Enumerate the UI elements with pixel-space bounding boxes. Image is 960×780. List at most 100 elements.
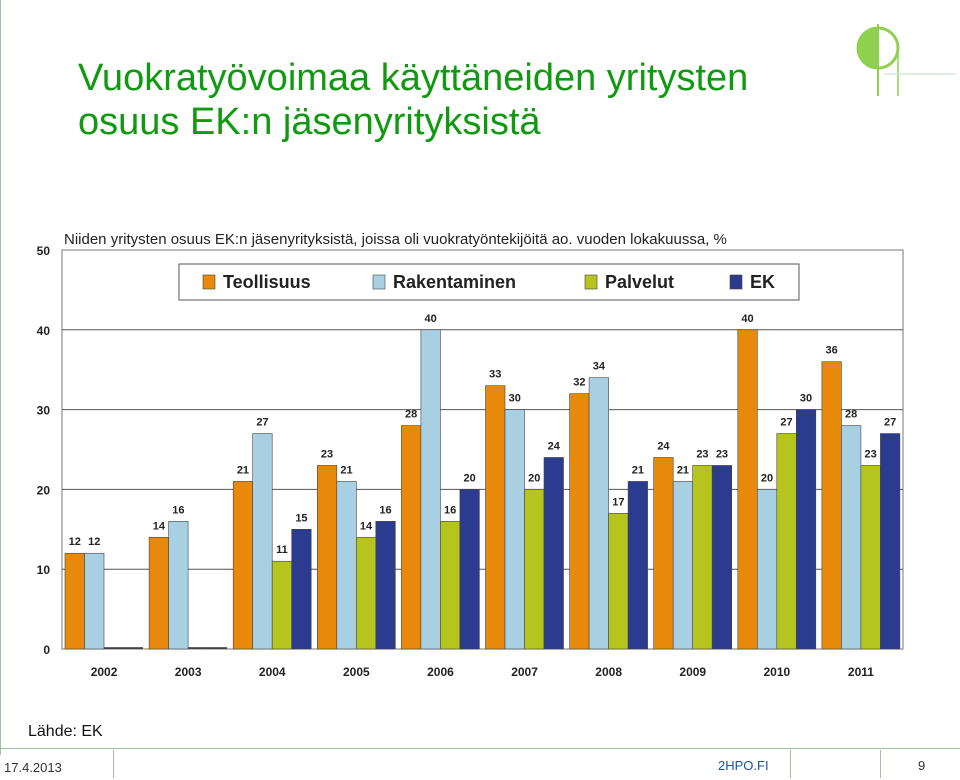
slide-title: Vuokratyövoimaa käyttäneiden yritysten o…: [78, 56, 858, 144]
x-tick-label: 2010: [763, 665, 790, 679]
data-label: 15: [295, 512, 307, 524]
footer-date: 17.4.2013: [4, 760, 62, 775]
page-number: 9: [918, 758, 926, 773]
y-tick-label: 0: [43, 643, 50, 657]
legend-label: Rakentaminen: [393, 272, 516, 292]
footer-separator: [880, 750, 881, 778]
bar-ek-2006: [459, 489, 480, 650]
data-label: 23: [865, 448, 877, 460]
bar-rakentaminen-2007: [504, 409, 525, 650]
bar-teollisuus-2005: [316, 465, 338, 650]
data-label: 27: [884, 417, 896, 429]
data-label: 40: [741, 313, 753, 325]
data-label: 12: [88, 536, 100, 548]
bar-ek-2004: [291, 528, 312, 650]
bar-rakentaminen-2003: [168, 521, 189, 650]
footer-separator: [790, 750, 791, 778]
bar-palvelut-2009: [692, 465, 713, 650]
bar-teollisuus-2002: [64, 552, 85, 650]
data-label: 23: [696, 448, 708, 460]
footer: 17.4.2013 2HPO.FI 9: [0, 748, 960, 780]
chart-title: Niiden yritysten osuus EK:n jäsenyrityks…: [64, 231, 727, 248]
y-tick-label: 10: [37, 563, 51, 577]
data-label: 21: [677, 464, 689, 476]
y-tick-label: 30: [37, 404, 51, 418]
legend-swatch: [729, 274, 743, 290]
x-tick-label: 2003: [175, 665, 202, 679]
bar-rakentaminen-2010: [756, 489, 778, 650]
legend-label: Teollisuus: [223, 272, 311, 292]
slide-title-line-1: Vuokratyövoimaa käyttäneiden yritysten: [78, 57, 749, 99]
bar-palvelut-2006: [440, 521, 461, 650]
bar-ek-2007: [543, 457, 564, 650]
data-label: 30: [509, 393, 521, 405]
data-label: 23: [716, 448, 728, 460]
data-label: 28: [845, 409, 857, 421]
footer-site-link[interactable]: 2HPO.FI: [718, 758, 769, 773]
legend-swatch: [202, 274, 216, 290]
data-label: 24: [548, 440, 561, 452]
bar-palvelut-2004: [271, 560, 293, 650]
legend-box: [178, 263, 800, 301]
bar-rakentaminen-2009: [672, 481, 694, 650]
data-label: 14: [360, 520, 373, 532]
x-tick-label: 2002: [91, 665, 118, 679]
bar-teollisuus-2009: [653, 457, 674, 650]
bar-ek-2009: [711, 465, 733, 650]
data-label: 16: [172, 504, 184, 516]
bar-rakentaminen-2008: [588, 377, 609, 650]
x-tick-label: 2011: [848, 665, 874, 679]
bar-palvelut-2005: [355, 536, 377, 650]
x-tick-label: 2004: [259, 665, 286, 679]
x-tick-label: 2005: [343, 665, 370, 679]
data-label: 20: [528, 472, 540, 484]
data-label: 32: [573, 377, 585, 389]
legend-swatch: [372, 274, 386, 290]
y-tick-label: 20: [37, 483, 51, 497]
data-label: 11: [276, 544, 288, 556]
bar-palvelut-2008: [608, 513, 629, 650]
bar-teollisuus-2011: [821, 361, 842, 650]
bar-ek-2011: [880, 433, 901, 650]
data-label: 16: [444, 504, 456, 516]
bar-rakentaminen-2005: [336, 481, 357, 650]
bar-teollisuus-2003: [148, 536, 169, 650]
bar-rakentaminen-2006: [420, 329, 441, 650]
footer-rule: [0, 748, 960, 749]
data-label: 20: [761, 472, 773, 484]
data-label: 20: [464, 472, 476, 484]
data-label: 24: [657, 440, 670, 452]
footer-separator: [113, 750, 114, 778]
data-label: 27: [256, 417, 268, 429]
x-tick-label: 2007: [511, 665, 538, 679]
legend-label: Palvelut: [605, 272, 674, 292]
data-label: 27: [780, 417, 792, 429]
bar-teollisuus-2007: [485, 385, 506, 650]
data-label: 30: [800, 393, 812, 405]
bar-chart: Niiden yritysten osuus EK:n jäsenyrityks…: [37, 231, 904, 679]
data-label: 21: [237, 464, 249, 476]
data-label: 21: [632, 464, 644, 476]
x-tick-label: 2008: [595, 665, 622, 679]
bar-ek-2005: [375, 521, 396, 650]
slide-title-line-2: osuus EK:n jäsenyrityksistä: [78, 101, 541, 143]
bar-teollisuus-2010: [737, 329, 758, 650]
x-tick-label: 2009: [679, 665, 706, 679]
data-label: 21: [340, 464, 352, 476]
left-accent-rule: [0, 0, 1, 755]
data-label: 14: [153, 520, 166, 532]
data-label: 16: [379, 504, 391, 516]
data-label: 34: [593, 361, 606, 373]
data-label: 23: [321, 448, 333, 460]
bar-rakentaminen-2002: [84, 552, 105, 650]
legend-swatch: [584, 274, 598, 290]
x-tick-label: 2006: [427, 665, 454, 679]
legend-label: EK: [750, 272, 775, 292]
bar-ek-2008: [627, 481, 648, 650]
bar-teollisuus-2006: [401, 425, 422, 650]
y-tick-label: 40: [37, 324, 51, 338]
data-label: 17: [612, 496, 624, 508]
company-logo: [856, 24, 956, 96]
bar-palvelut-2011: [860, 465, 881, 650]
data-label: 12: [69, 536, 81, 548]
